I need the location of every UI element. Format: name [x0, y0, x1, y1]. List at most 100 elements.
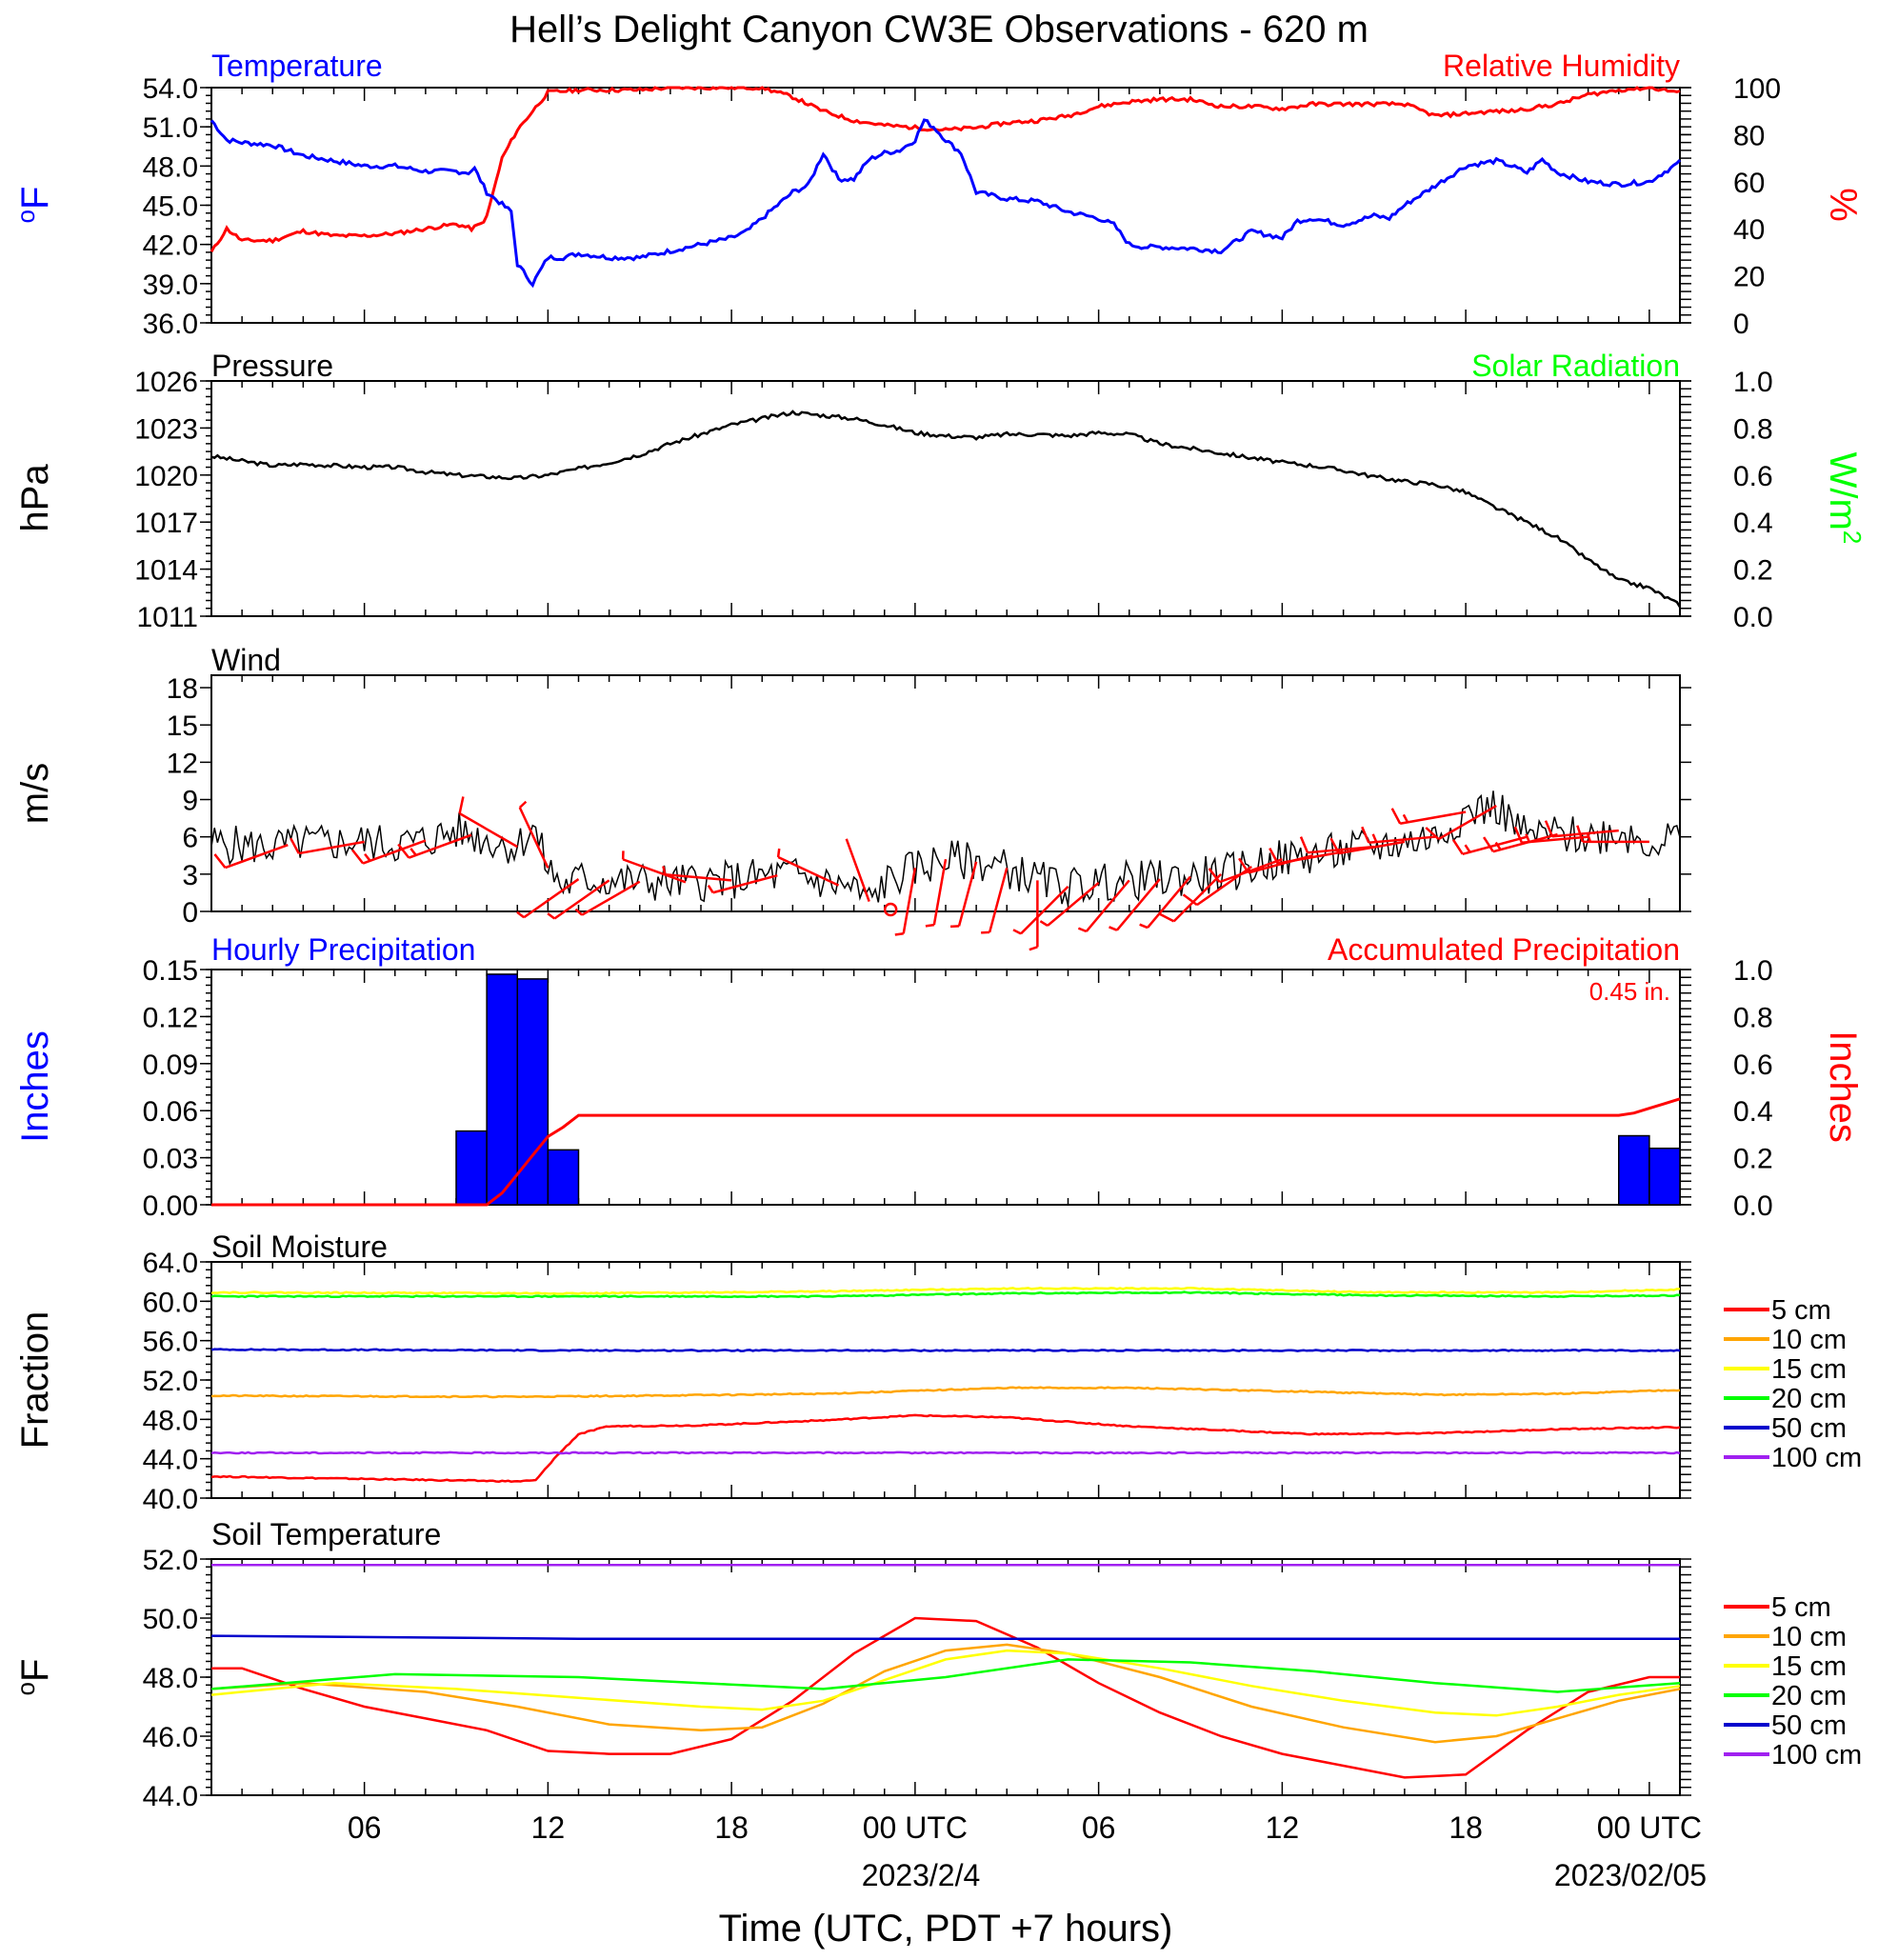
panel-wind: Wind m/s 0 3 6 9 12 15 18	[14, 643, 1691, 951]
left-tick-label: 1014	[134, 555, 198, 587]
left-tick-label: 15	[167, 710, 198, 742]
panel-precip: Hourly Precipitation Accumulated Precipi…	[14, 932, 1864, 1222]
wind-barb-feather	[1371, 833, 1378, 843]
wind-barb-feather	[1576, 825, 1585, 843]
left-tick-label: 0.15	[143, 955, 198, 987]
panel-pressure: Pressure Solar Radiation hPa W/m2 101110…	[14, 349, 1867, 633]
soil-moisture-line	[210, 1450, 1681, 1455]
plot-series	[210, 410, 1682, 609]
plot-series	[210, 1287, 1681, 1483]
wind-barb-staff	[459, 812, 518, 849]
x-axis-tick-labels: 06 12 18 00 UTC 06 12 18 00 UTC	[348, 1810, 1702, 1845]
right-tick-label: 0.4	[1733, 508, 1773, 539]
wind-barb-feather	[213, 853, 227, 869]
temperature-unit-sup: o	[11, 210, 40, 223]
x-axis-label: Time (UTC, PDT +7 hours)	[719, 1908, 1173, 1950]
x-ticks	[210, 675, 1681, 911]
left-tick-label: 40.0	[143, 1484, 198, 1515]
wind-barb-staff	[523, 878, 580, 919]
wind-barb-feather	[1402, 813, 1409, 823]
right-tick-labels: 0 20 40 60 80 100	[1680, 73, 1781, 340]
pressure-line	[210, 410, 1682, 609]
wind-barb-staff	[845, 838, 870, 902]
humidity-line	[210, 86, 1681, 253]
soil-temp-unit: oF	[11, 1659, 56, 1696]
x-axis-date-1: 2023/2/4	[862, 1858, 981, 1892]
soil-moisture-unit: Fraction	[14, 1311, 56, 1450]
x-ticks	[210, 970, 1681, 1205]
wind-barb-staff	[712, 873, 778, 894]
soil-temp-title: Soil Temperature	[211, 1517, 441, 1551]
right-tick-label: 20	[1733, 262, 1765, 293]
wind-barb-feather	[351, 849, 365, 865]
wind-barb-feather	[547, 912, 556, 920]
wind-barb-feather	[518, 800, 528, 809]
wind-unit: m/s	[14, 763, 56, 824]
wind-barb-feather	[1077, 927, 1088, 933]
wind-barb-staff	[408, 833, 472, 859]
right-tick-label: 0.0	[1733, 602, 1773, 633]
left-tick-label: 0.03	[143, 1144, 198, 1175]
left-tick-label: 0.09	[143, 1050, 198, 1081]
wind-barb-staff	[957, 861, 978, 927]
wind-barb-staff	[1085, 879, 1130, 932]
wind-barb-feather	[1238, 857, 1249, 874]
left-tick-label: 50.0	[143, 1604, 198, 1635]
hourly-precip-bar	[1648, 1147, 1681, 1206]
hourly-precip-title: Hourly Precipitation	[211, 932, 475, 967]
wind-barb-feather	[1208, 868, 1221, 883]
wind-barb-staff	[518, 807, 549, 869]
wind-barb-feather	[894, 932, 904, 936]
temperature-unit: oF	[11, 187, 56, 224]
plot-series	[211, 1097, 1681, 1207]
legend-label: 20 cm	[1771, 1384, 1847, 1414]
wind-barb-feather	[1158, 912, 1175, 923]
left-tick-labels: 44.0 46.0 48.0 50.0 52.0	[143, 1545, 1691, 1812]
panel-frame	[210, 969, 1681, 1206]
left-tick-labels: 0.00 0.03 0.06 0.09 0.12 0.15	[143, 955, 1691, 1222]
left-tick-label: 45.0	[143, 191, 198, 223]
left-tick-label: 52.0	[143, 1366, 198, 1397]
left-tick-label: 1023	[134, 413, 198, 445]
left-tick-label: 12	[167, 748, 198, 779]
left-tick-label: 0	[182, 897, 198, 929]
x-tick-label: 06	[348, 1810, 382, 1845]
wind-barb-staff	[225, 843, 289, 870]
right-tick-labels: 0.0 0.2 0.4 0.6 0.8 1.0	[1680, 955, 1773, 1222]
left-tick-label: 18	[167, 673, 198, 705]
wind-barb-feather	[364, 852, 371, 862]
right-tick-label: 0.8	[1733, 413, 1773, 445]
soil-moisture-line	[210, 1386, 1681, 1399]
wind-barb-staff	[1462, 835, 1528, 856]
left-tick-label: 48.0	[143, 151, 198, 183]
left-tick-labels: 36.0 39.0 42.0 45.0 48.0 51.0 54.0	[143, 73, 1691, 340]
panel-soil-moisture: Soil Moisture Fraction 40.0 44.0 48.0 52.0 5…	[14, 1230, 1862, 1515]
panel-frame	[210, 87, 1681, 324]
chart-title: Hell’s Delight Canyon CW3E Observations …	[509, 9, 1369, 50]
x-tick-label: 18	[1448, 1810, 1483, 1845]
legend-label: 100 cm	[1771, 1443, 1862, 1473]
legend-label: 100 cm	[1771, 1740, 1862, 1770]
wind-barb-feather	[1029, 946, 1038, 951]
soil-temp-line	[210, 1649, 1681, 1717]
right-tick-label: 0.2	[1733, 555, 1773, 587]
wind-barb-staff	[1047, 882, 1100, 927]
left-tick-label: 36.0	[143, 309, 198, 340]
wind-barb-staff	[1147, 875, 1191, 929]
left-tick-label: 60.0	[143, 1287, 198, 1318]
wind-barb-feather	[662, 866, 667, 875]
left-tick-label: 39.0	[143, 270, 198, 301]
soil-temp-unit-text: F	[14, 1659, 56, 1682]
wind-barb-staff	[1172, 872, 1223, 923]
wind-barb-staff	[902, 868, 917, 934]
wind-barb-feather	[1039, 920, 1049, 928]
pressure-unit: hPa	[14, 464, 56, 532]
hourly-precip-bar	[1618, 1134, 1650, 1206]
legend-label: 50 cm	[1771, 1413, 1847, 1444]
wind-barb-feather	[1109, 926, 1118, 931]
wind-barb-feather	[925, 923, 935, 928]
right-tick-label: 0.2	[1733, 1144, 1773, 1175]
plot-series	[210, 86, 1682, 289]
wind-barb-feather	[1494, 841, 1502, 850]
